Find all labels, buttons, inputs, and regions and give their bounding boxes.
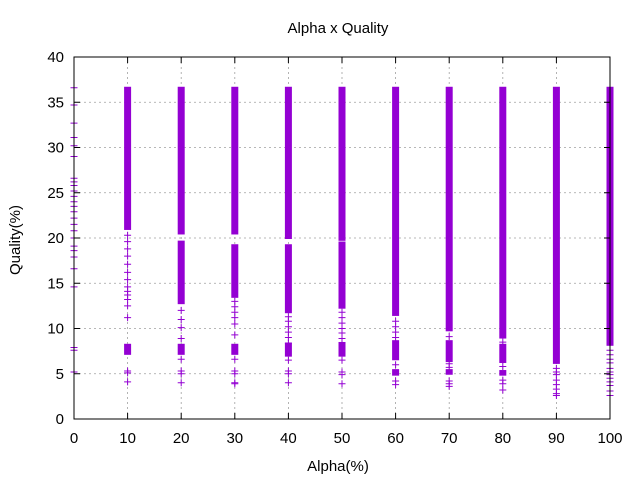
data-point (284, 367, 292, 375)
chart-title: Alpha x Quality (288, 20, 389, 37)
data-point (284, 379, 292, 387)
x-tick-label: 30 (226, 430, 243, 447)
data-point (177, 315, 185, 323)
data-point (177, 355, 185, 363)
x-axis: 0 10 20 30 40 50 60 70 80 90 100 (70, 57, 623, 447)
data-point (124, 231, 132, 239)
x-tick-label: 0 (70, 430, 78, 447)
data-point (284, 356, 292, 364)
x-tick-label: 40 (280, 430, 297, 447)
x-tick-label: 50 (334, 430, 351, 447)
data-point (392, 361, 400, 369)
data-point-band (392, 369, 400, 376)
data-point (499, 363, 507, 371)
data-point (445, 333, 453, 341)
data-point (177, 367, 185, 375)
data-points (70, 84, 614, 399)
x-tick-label: 70 (441, 430, 458, 447)
data-point-band (499, 343, 507, 363)
data-point (552, 364, 560, 372)
data-point-band (124, 86, 132, 230)
data-point (338, 356, 346, 364)
data-point-band (338, 241, 346, 309)
data-point (231, 367, 239, 375)
data-point (499, 386, 507, 394)
y-tick-label: 10 (47, 321, 64, 338)
y-tick-label: 40 (47, 49, 64, 66)
data-point-band (338, 86, 346, 241)
data-point-band (499, 86, 507, 339)
y-tick-label: 35 (47, 94, 64, 111)
x-tick-label: 10 (119, 430, 136, 447)
data-point (124, 302, 132, 310)
data-point (231, 379, 239, 387)
data-point (499, 376, 507, 384)
data-point (124, 260, 132, 268)
data-point (499, 338, 507, 346)
data-point (177, 324, 185, 332)
data-point (124, 252, 132, 260)
data-point (124, 367, 132, 375)
data-point (124, 314, 132, 322)
data-point-band (445, 86, 453, 332)
y-tick-label: 5 (56, 366, 64, 383)
data-point (124, 238, 132, 246)
data-point-band (392, 340, 400, 361)
y-tick-label: 25 (47, 185, 64, 202)
y-tick-label: 20 (47, 230, 64, 247)
y-tick-label: 30 (47, 140, 64, 157)
y-tick-label: 0 (56, 411, 64, 428)
x-tick-label: 100 (597, 430, 622, 447)
data-point-band (231, 244, 239, 298)
x-tick-label: 80 (494, 430, 511, 447)
data-point-band (445, 369, 453, 375)
y-tick-label: 15 (47, 275, 64, 292)
data-point (392, 377, 400, 385)
x-tick-label: 20 (173, 430, 190, 447)
data-point (231, 331, 239, 339)
data-point (124, 283, 132, 291)
data-point (177, 334, 185, 342)
data-point (445, 360, 453, 368)
data-point-band (392, 86, 400, 316)
data-point (177, 306, 185, 314)
data-point (284, 313, 292, 321)
data-point (124, 378, 132, 386)
data-point-band (499, 370, 507, 376)
data-point-band (284, 244, 292, 314)
data-point (124, 268, 132, 276)
data-point-band (231, 86, 239, 235)
data-point (231, 355, 239, 363)
data-point (445, 377, 453, 385)
data-point-band (177, 240, 185, 305)
data-point (124, 245, 132, 253)
data-point (392, 317, 400, 325)
data-point (177, 379, 185, 387)
data-point (338, 368, 346, 376)
data-point-band (177, 86, 185, 235)
data-point-band (284, 342, 292, 357)
x-tick-label: 90 (548, 430, 565, 447)
data-point-band (231, 343, 239, 355)
x-tick-label: 60 (387, 430, 404, 447)
data-point (338, 308, 346, 316)
data-point (231, 297, 239, 305)
y-axis: 0 5 10 15 20 25 30 35 40 (47, 49, 610, 428)
data-point-band (177, 343, 185, 355)
data-point-band (552, 86, 560, 364)
data-point (338, 380, 346, 388)
data-point-band (284, 86, 292, 240)
data-point-band (338, 341, 346, 357)
data-point-band (124, 343, 132, 355)
data-point (231, 320, 239, 328)
y-axis-label: Quality(%) (7, 205, 24, 275)
x-axis-label: Alpha(%) (307, 458, 369, 475)
data-point-band (445, 340, 453, 363)
data-point (124, 276, 132, 284)
